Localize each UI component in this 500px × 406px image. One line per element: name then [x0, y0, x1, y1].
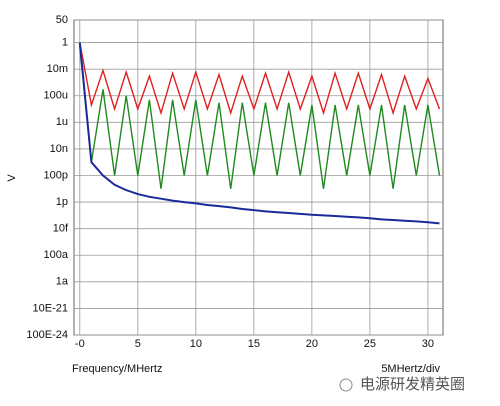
x-tick-label: 25: [364, 338, 376, 350]
y-tick-label: 10n: [50, 143, 68, 155]
y-tick-label: 100E-24: [26, 329, 68, 341]
y-tick-label: 50: [56, 14, 68, 26]
y-tick-label: 100p: [44, 169, 68, 181]
series-line: [78, 42, 440, 225]
x-tick-label: 15: [248, 338, 260, 350]
x-scale-label: 5MHertz/div: [381, 363, 440, 375]
watermark: 电源研发精英圈: [360, 375, 465, 393]
x-tick-label: -0: [75, 338, 85, 350]
series-line: [79, 42, 441, 116]
y-tick-label: 1: [62, 36, 68, 48]
y-tick-label: 10E-21: [33, 302, 68, 314]
plot-area: [73, 19, 444, 336]
y-tick-label: 10m: [47, 63, 68, 75]
y-axis-label: V: [6, 174, 18, 182]
y-tick-label: 100u: [44, 90, 68, 102]
x-tick-label: 5: [135, 338, 141, 350]
watermark-icon: [339, 378, 353, 392]
series-line: [79, 46, 441, 189]
y-tick-label: 1a: [56, 276, 69, 288]
x-tick-label: 20: [306, 338, 318, 350]
y-tick-label: 100a: [44, 249, 69, 261]
x-tick-label: 30: [422, 338, 434, 350]
x-axis-label: Frequency/MHertz: [72, 363, 162, 375]
x-tick-label: 10: [190, 338, 202, 350]
y-tick-label: 10f: [53, 223, 69, 235]
y-tick-label: 1p: [56, 196, 68, 208]
y-tick-label: 1u: [56, 116, 68, 128]
